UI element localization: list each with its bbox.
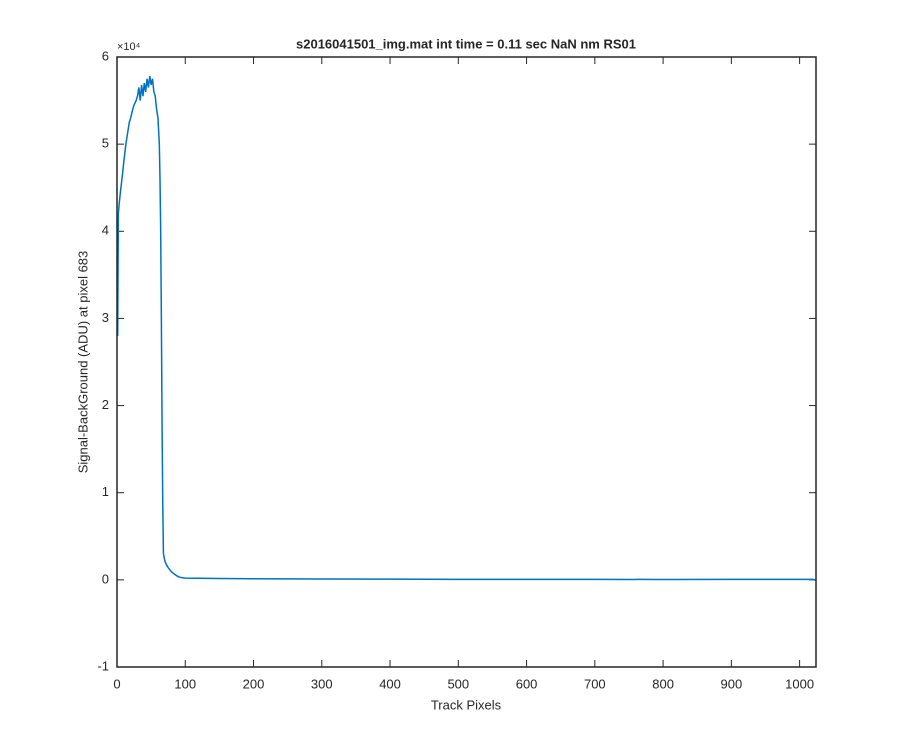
y-tick-label: 0: [102, 571, 109, 586]
y-tick-label: 2: [102, 397, 109, 412]
y-axis-label: Signal-BackGround (ADU) at pixel 683: [75, 251, 90, 474]
x-tick-label: 100: [174, 676, 196, 691]
y-tick-label: 5: [102, 136, 109, 151]
x-tick-label: 700: [584, 676, 606, 691]
chart-title: s2016041501_img.mat int time = 0.11 sec …: [296, 36, 636, 51]
y-tick-label: 6: [102, 48, 109, 63]
x-tick-label: 900: [721, 676, 743, 691]
y-tick-label: 4: [102, 223, 109, 238]
x-tick-label: 800: [652, 676, 674, 691]
data-line: [116, 76, 817, 582]
x-tick-label: 500: [447, 676, 469, 691]
y-multiplier: ×10⁴: [117, 41, 141, 53]
x-tick-label: 1000: [785, 676, 814, 691]
x-axis-label: Track Pixels: [431, 697, 502, 712]
y-tick-label: -1: [97, 658, 109, 673]
x-tick-label: 200: [243, 676, 265, 691]
x-tick-label: 0: [113, 676, 120, 691]
x-tick-label: 600: [516, 676, 538, 691]
x-tick-label: 300: [311, 676, 333, 691]
y-tick-label: 3: [102, 310, 109, 325]
y-tick-label: 1: [102, 484, 109, 499]
axes-box: [116, 56, 817, 668]
x-tick-label: 400: [379, 676, 401, 691]
